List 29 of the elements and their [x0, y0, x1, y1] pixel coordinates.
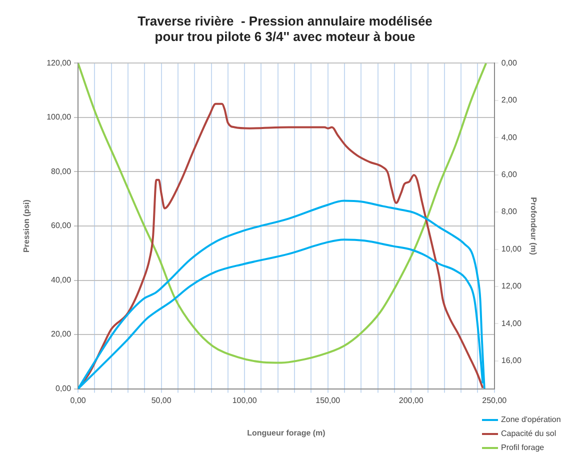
- y2-tick-label: 2,00: [501, 96, 518, 105]
- y2-tick-label: 6,00: [501, 170, 518, 180]
- y2-tick-label: 16,00: [501, 356, 522, 366]
- y-tick-label: 100,00: [46, 112, 72, 122]
- y-tick-label: 40,00: [51, 275, 72, 284]
- x-axis-title: Longueur forage (m): [247, 428, 326, 438]
- legend-label: Profil forage: [501, 443, 544, 452]
- y2-tick-label: 8,00: [501, 207, 518, 216]
- y2-axis-title: Profondeur (m): [528, 197, 538, 256]
- x-tick-label: 100,00: [232, 396, 258, 405]
- x-tick-label: 0,00: [70, 396, 86, 405]
- legend-label: Capacité du sol: [501, 429, 556, 438]
- y-tick-label: 120,00: [46, 58, 72, 68]
- x-tick-label: 200,00: [398, 396, 424, 405]
- y-tick-label: 20,00: [51, 330, 72, 339]
- y2-tick-label: 12,00: [501, 282, 522, 291]
- y2-tick-label: 14,00: [501, 318, 522, 328]
- y-tick-label: 0,00: [55, 384, 72, 394]
- y2-tick-label: 4,00: [501, 132, 518, 142]
- x-tick-label: 150,00: [316, 396, 341, 405]
- y-axis-title: Pression (psi): [22, 199, 32, 252]
- x-tick-label: 50,00: [151, 396, 172, 405]
- chart-title: Traverse rivière - Pression annulaire modélisée pour trou pilote 6 3/4'' avec moteur à boue: [138, 13, 432, 44]
- legend-label: Zone d'opération: [501, 415, 561, 424]
- y-tick-label: 60,00: [51, 221, 72, 230]
- y2-tick-label: 0,00: [501, 58, 518, 68]
- y2-tick-label: 10,00: [501, 244, 522, 254]
- y-tick-label: 80,00: [51, 166, 72, 176]
- x-tick-label: 250,00: [482, 396, 508, 405]
